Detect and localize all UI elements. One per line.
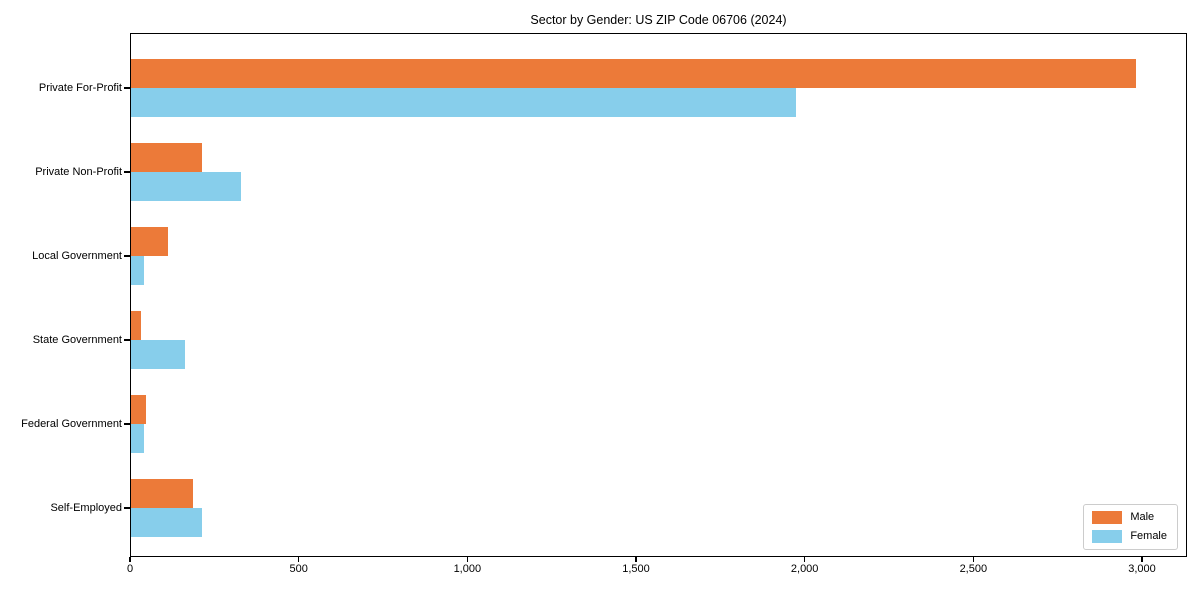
x-tick-mark: [972, 557, 975, 562]
legend-label-male: Male: [1130, 511, 1155, 523]
x-tick-mark: [466, 557, 469, 562]
y-axis-label: Federal Government: [21, 418, 122, 430]
x-tick-label: 500: [289, 563, 308, 575]
bar-male-0: [131, 58, 1137, 88]
bar-female-0: [131, 87, 796, 117]
bar-female-3: [131, 339, 185, 369]
bar-female-2: [131, 255, 145, 285]
y-tick-mark: [124, 87, 130, 89]
y-tick-mark: [124, 423, 130, 425]
bar-male-3: [131, 310, 142, 340]
female-swatch-icon: [1092, 530, 1123, 543]
x-tick-mark: [803, 557, 806, 562]
plot-area: Male Female: [130, 33, 1187, 557]
x-tick-mark: [297, 557, 300, 562]
x-tick-label: 2,000: [790, 563, 819, 575]
y-axis-label: Local Government: [32, 250, 122, 262]
x-tick-mark: [1141, 557, 1143, 562]
x-tick-label: 2,500: [959, 563, 988, 575]
y-axis-label: Private For-Profit: [38, 82, 122, 94]
bar-female-5: [131, 507, 202, 537]
y-tick-mark: [124, 507, 130, 509]
legend-item-female: Female: [1092, 530, 1167, 543]
y-tick-mark: [124, 255, 130, 257]
bar-female-4: [131, 423, 145, 453]
y-tick-mark: [124, 339, 130, 341]
legend-label-female: Female: [1130, 530, 1167, 542]
male-swatch-icon: [1092, 511, 1123, 524]
bar-male-1: [131, 142, 202, 172]
bar-male-2: [131, 226, 169, 256]
y-tick-mark: [124, 171, 130, 173]
x-tick-label: 1,000: [453, 563, 482, 575]
x-tick-label: 1,500: [622, 563, 650, 575]
chart-title: Sector by Gender: US ZIP Code 06706 (202…: [530, 13, 787, 27]
x-tick-label: 3,000: [1128, 563, 1156, 575]
bar-male-5: [131, 478, 194, 508]
bar-female-1: [131, 171, 241, 201]
x-tick-label: 0: [126, 563, 134, 575]
y-axis-label: Private Non-Profit: [35, 166, 122, 178]
x-tick-mark: [635, 557, 637, 562]
bar-male-4: [131, 394, 147, 424]
y-axis-label: Self-Employed: [50, 502, 122, 514]
x-tick-mark: [129, 557, 131, 562]
y-axis-label: State Government: [32, 334, 122, 346]
legend: Male Female: [1083, 504, 1178, 550]
legend-item-male: Male: [1092, 511, 1167, 524]
